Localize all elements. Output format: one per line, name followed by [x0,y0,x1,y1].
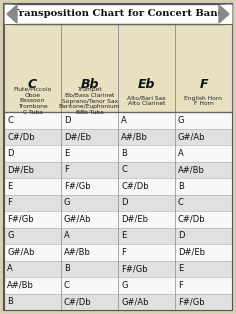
Text: F#/Gb: F#/Gb [121,264,148,273]
Polygon shape [5,5,17,23]
Text: A#/Bb: A#/Bb [7,281,34,290]
Text: G#/Ab: G#/Ab [178,132,206,141]
FancyBboxPatch shape [4,294,232,310]
Text: Eb: Eb [138,78,155,90]
Text: C: C [28,78,37,90]
Text: E: E [64,149,69,158]
Text: C#/Db: C#/Db [178,215,206,224]
Polygon shape [219,5,231,23]
FancyBboxPatch shape [4,228,232,244]
Text: B: B [7,297,13,306]
Text: A#/Bb: A#/Bb [64,248,91,257]
Text: Bb: Bb [80,78,99,90]
FancyBboxPatch shape [4,128,232,145]
Text: G: G [64,198,71,207]
Text: A#/Bb: A#/Bb [121,132,148,141]
Text: F#/Gb: F#/Gb [7,215,34,224]
FancyBboxPatch shape [4,4,232,310]
Text: D: D [121,198,127,207]
Text: F: F [178,281,183,290]
Text: E: E [7,182,12,191]
Text: F: F [121,248,126,257]
Text: D#/Eb: D#/Eb [121,215,148,224]
Text: Flute/Piccolo
Oboe
Bassoon
Trombone
C Tuba: Flute/Piccolo Oboe Bassoon Trombone C Tu… [13,87,52,115]
Text: D: D [178,231,185,240]
FancyBboxPatch shape [4,112,232,128]
FancyBboxPatch shape [4,24,232,112]
FancyBboxPatch shape [4,211,232,228]
Text: C: C [178,198,184,207]
Text: C: C [64,281,70,290]
Text: D: D [64,116,71,125]
Text: F#/Gb: F#/Gb [178,297,205,306]
FancyBboxPatch shape [4,161,232,178]
Text: B: B [121,149,127,158]
Text: A: A [178,149,184,158]
Text: English Horn
F Horn: English Horn F Horn [185,95,223,106]
Text: D#/Eb: D#/Eb [64,132,91,141]
FancyBboxPatch shape [4,261,232,277]
Text: A: A [64,231,70,240]
Polygon shape [4,4,18,24]
Text: Transposition Chart for Concert Band: Transposition Chart for Concert Band [12,9,224,19]
FancyBboxPatch shape [12,4,224,24]
Text: C: C [121,165,127,174]
Text: G: G [178,116,185,125]
Polygon shape [218,4,232,24]
Text: Alto/Bari Sax
Alto Clarinet: Alto/Bari Sax Alto Clarinet [127,95,166,106]
Text: D#/Eb: D#/Eb [7,165,34,174]
Text: B: B [178,182,184,191]
Text: G#/Ab: G#/Ab [7,248,34,257]
Text: G: G [121,281,127,290]
Text: F: F [7,198,12,207]
Text: A: A [7,264,13,273]
Text: A: A [121,116,127,125]
Text: G#/Ab: G#/Ab [121,297,148,306]
Text: C#/Db: C#/Db [64,297,92,306]
Text: C: C [7,116,13,125]
Text: E: E [178,264,183,273]
Polygon shape [219,5,229,23]
FancyBboxPatch shape [4,277,232,294]
Text: E: E [121,231,126,240]
Text: D#/Eb: D#/Eb [178,248,205,257]
Text: G: G [7,231,13,240]
Text: C#/Db: C#/Db [7,132,35,141]
Text: F: F [199,78,208,90]
Polygon shape [7,5,17,23]
Text: B: B [64,264,70,273]
FancyBboxPatch shape [4,194,232,211]
FancyBboxPatch shape [4,145,232,161]
Text: Trumpet
Bb/Bass Clarinet
Soprano/Tenor Sax
Baritone/Euphonium
BBb Tuba: Trumpet Bb/Bass Clarinet Soprano/Tenor S… [59,87,120,115]
Text: G#/Ab: G#/Ab [64,215,92,224]
FancyBboxPatch shape [4,178,232,194]
Text: C#/Db: C#/Db [121,182,149,191]
FancyBboxPatch shape [4,244,232,261]
Text: A#/Bb: A#/Bb [178,165,205,174]
Text: F: F [64,165,69,174]
Text: F#/Gb: F#/Gb [64,182,91,191]
Text: D: D [7,149,13,158]
